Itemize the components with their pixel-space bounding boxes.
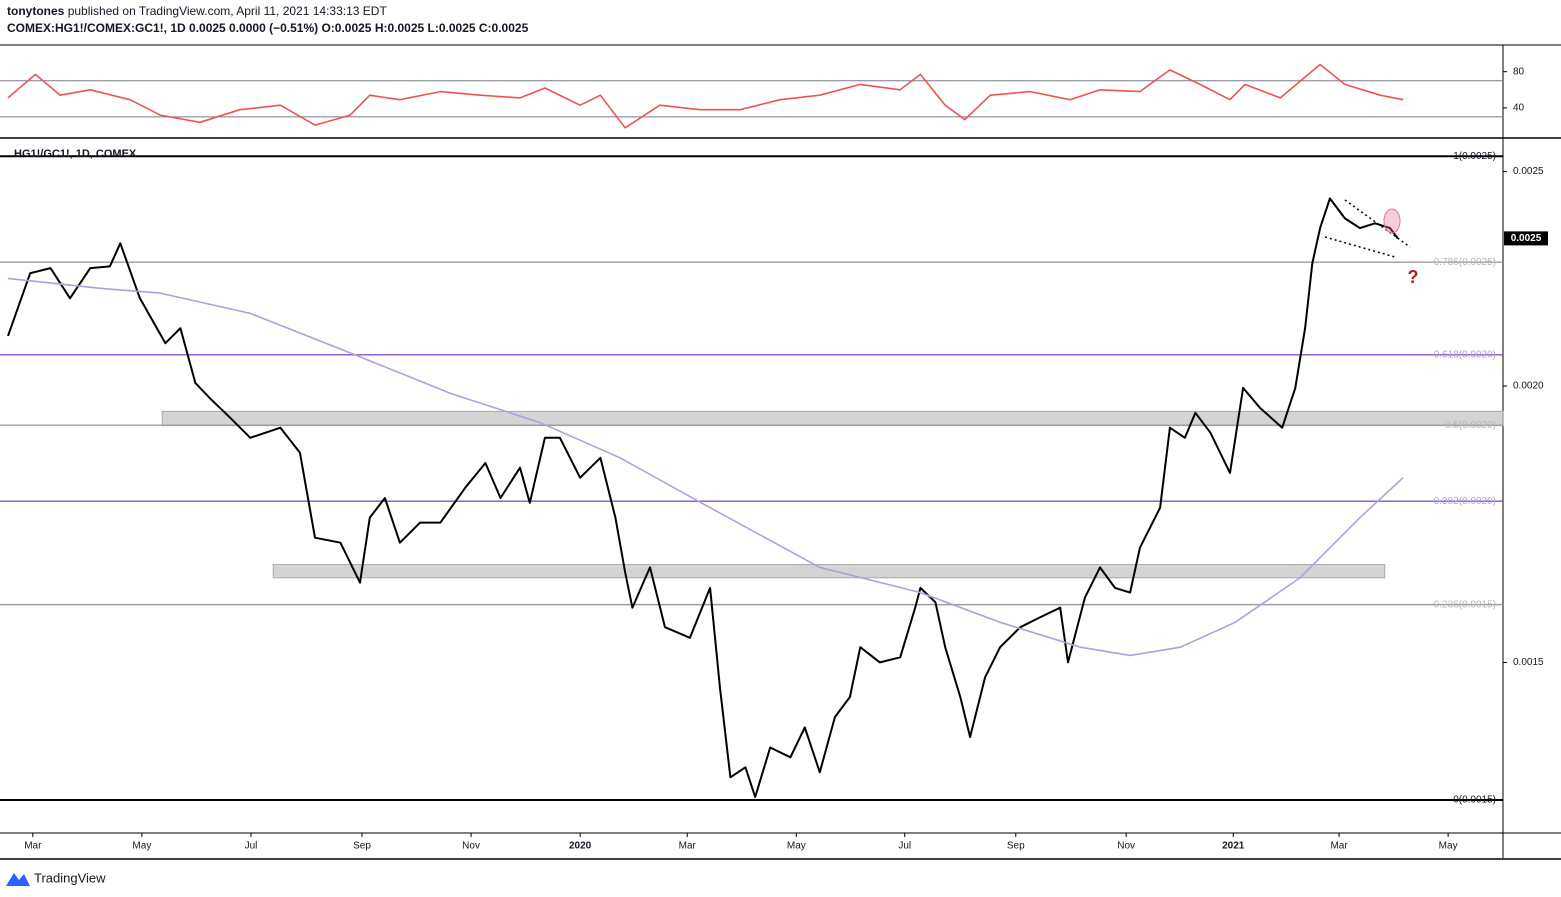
y-tick-label: 0.0025: [1513, 166, 1544, 177]
y-tick-label: 80: [1513, 66, 1525, 77]
x-tick-label: 2020: [569, 841, 592, 852]
trend-line: [1344, 199, 1411, 248]
x-tick-label: May: [787, 841, 806, 852]
fib-label: 0.236(0.0015): [1434, 599, 1496, 610]
x-tick-label: Mar: [679, 841, 697, 852]
series-line: [7, 63, 1404, 129]
fib-label: 0.786(0.0025): [1434, 257, 1496, 268]
annotation: ?: [1408, 267, 1419, 287]
fib-label: 0.382(0.0020): [1434, 496, 1496, 507]
x-tick-label: May: [132, 841, 151, 852]
fib-label: 0.618(0.0020): [1434, 349, 1496, 360]
x-tick-label: Nov: [1117, 841, 1135, 852]
logo-mark: [6, 873, 30, 886]
fib-label: 0(0.0015): [1453, 795, 1496, 806]
published: published on TradingView.com, April 11, …: [68, 4, 388, 18]
zone: [161, 410, 1504, 427]
plot: 40 80 1(0.0025) 0.786(0.0025) 0.618(0.0020) 0…: [0, 63, 1548, 852]
trend-line: [1324, 236, 1396, 258]
fib-label: 0.5(0.0020): [1445, 420, 1496, 431]
x-tick-label: Mar: [24, 841, 42, 852]
logo: [6, 873, 30, 886]
zone: [272, 564, 1386, 579]
x-tick-label: Jul: [898, 841, 911, 852]
x-tick-label: 2021: [1222, 841, 1245, 852]
fib-label: 1(0.0025): [1453, 151, 1496, 162]
last-price-label: 0.0025: [1511, 233, 1542, 244]
brand: TradingView: [34, 870, 106, 885]
x-tick-label: Jul: [245, 841, 258, 852]
header-line: tonytones published on TradingView.com, …: [7, 4, 387, 18]
highlight-circle: [1383, 208, 1401, 234]
y-tick-label: 40: [1513, 103, 1525, 114]
x-tick-label: Mar: [1330, 841, 1348, 852]
x-tick-label: Sep: [353, 841, 371, 852]
x-tick-label: Nov: [462, 841, 480, 852]
author: tonytones: [7, 4, 65, 18]
pane-title: HG1!/GC1!, 1D, COMEX: [14, 148, 137, 160]
symbol-line: COMEX:HG1!/COMEX:GC1!, 1D 0.0025 0.0000 …: [7, 21, 529, 35]
series-line: [7, 277, 1404, 657]
last-price-box: [1504, 231, 1548, 246]
x-tick-label: Sep: [1007, 841, 1025, 852]
series-line: [7, 197, 1399, 798]
x-tick-label: May: [1439, 841, 1458, 852]
y-tick-label: 0.0015: [1513, 657, 1544, 668]
y-tick-label: 0.0020: [1513, 381, 1544, 392]
